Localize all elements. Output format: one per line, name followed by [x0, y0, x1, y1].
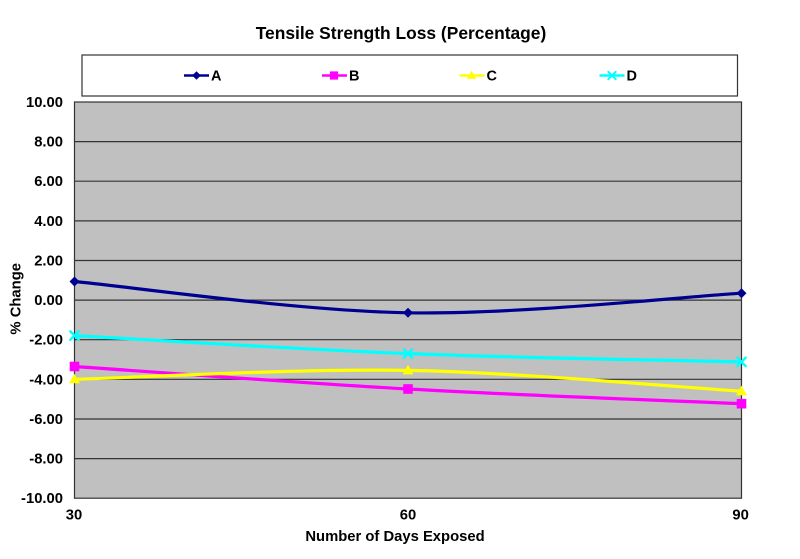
- svg-text:B: B: [349, 69, 359, 85]
- svg-text:A: A: [211, 69, 222, 85]
- svg-text:8.00: 8.00: [34, 135, 63, 151]
- svg-text:-6.00: -6.00: [29, 412, 63, 428]
- svg-text:-2.00: -2.00: [29, 333, 63, 349]
- svg-text:4.00: 4.00: [34, 214, 63, 230]
- svg-text:-8.00: -8.00: [29, 452, 63, 468]
- svg-text:90: 90: [732, 508, 748, 524]
- svg-text:10.00: 10.00: [26, 95, 63, 111]
- svg-text:C: C: [487, 69, 498, 85]
- svg-text:0.00: 0.00: [34, 293, 63, 309]
- svg-text:-10.00: -10.00: [21, 491, 63, 507]
- svg-text:% Change: % Change: [9, 263, 25, 335]
- svg-text:-4.00: -4.00: [29, 372, 63, 388]
- svg-text:Number of Days Exposed: Number of Days Exposed: [305, 529, 484, 545]
- svg-text:D: D: [627, 69, 637, 85]
- svg-text:Tensile Strength Loss (Percent: Tensile Strength Loss (Percentage): [256, 23, 547, 43]
- svg-text:2.00: 2.00: [34, 254, 63, 270]
- svg-text:60: 60: [400, 508, 416, 524]
- svg-text:30: 30: [66, 508, 82, 524]
- svg-text:6.00: 6.00: [34, 174, 63, 190]
